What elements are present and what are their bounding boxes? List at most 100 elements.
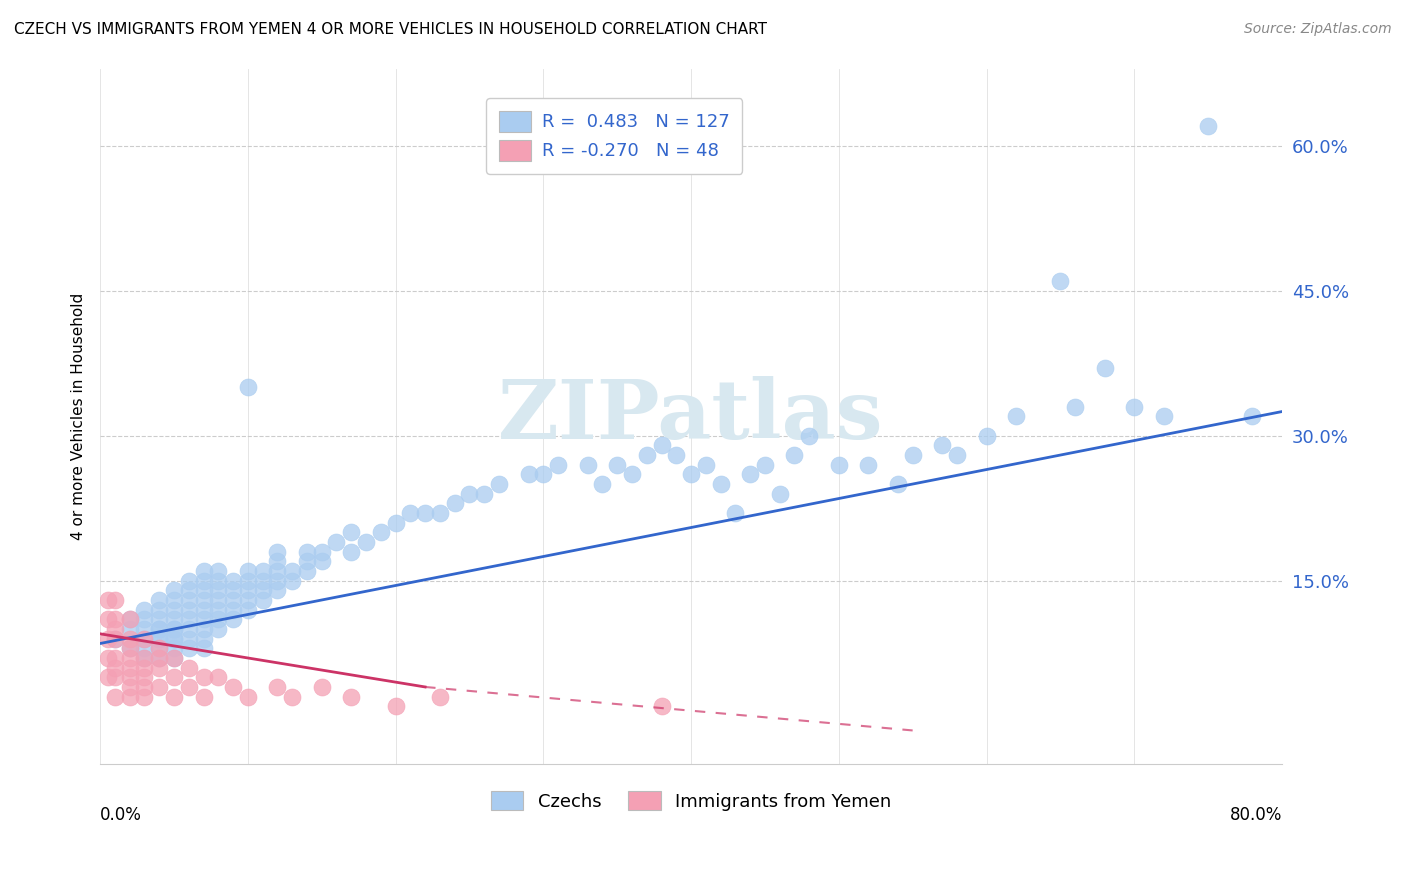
Point [222,602,245,616]
Point [177,660,200,674]
Point [207,622,229,636]
Point [207,593,229,607]
Point [384,516,406,530]
Point [222,680,245,694]
Point [177,641,200,656]
Point [148,651,170,665]
Point [177,612,200,626]
Point [177,583,200,598]
Point [96,612,118,626]
Point [606,458,628,472]
Point [222,574,245,588]
Point [207,612,229,626]
Point [148,602,170,616]
Point [148,660,170,674]
Point [252,593,274,607]
Point [118,641,141,656]
Point [104,632,127,646]
Point [724,506,747,520]
Point [104,690,127,704]
Point [207,574,229,588]
Point [104,670,127,684]
Point [207,670,229,684]
Point [472,486,495,500]
Point [946,448,969,462]
Point [148,651,170,665]
Point [104,593,127,607]
Point [207,602,229,616]
Point [620,467,643,482]
Point [222,583,245,598]
Point [177,602,200,616]
Point [148,622,170,636]
Point [96,670,118,684]
Point [134,641,156,656]
Point [1197,120,1219,134]
Point [104,632,127,646]
Point [163,632,186,646]
Point [193,632,215,646]
Point [177,632,200,646]
Point [236,583,259,598]
Point [340,544,363,558]
Point [163,651,186,665]
Point [177,574,200,588]
Point [266,583,288,598]
Point [177,593,200,607]
Point [281,690,304,704]
Point [134,680,156,694]
Point [681,467,703,482]
Point [311,544,333,558]
Point [295,544,318,558]
Point [399,506,422,520]
Y-axis label: 4 or more Vehicles in Household: 4 or more Vehicles in Household [72,293,86,540]
Legend: Czechs, Immigrants from Yemen: Czechs, Immigrants from Yemen [484,784,898,818]
Point [931,438,953,452]
Point [252,583,274,598]
Point [104,622,127,636]
Point [163,622,186,636]
Point [517,467,540,482]
Point [104,651,127,665]
Point [370,525,392,540]
Text: CZECH VS IMMIGRANTS FROM YEMEN 4 OR MORE VEHICLES IN HOUSEHOLD CORRELATION CHART: CZECH VS IMMIGRANTS FROM YEMEN 4 OR MORE… [14,22,768,37]
Point [901,448,924,462]
Point [118,660,141,674]
Point [163,602,186,616]
Point [754,458,776,472]
Point [163,651,186,665]
Point [118,680,141,694]
Point [576,458,599,472]
Point [134,651,156,665]
Point [1005,409,1028,424]
Point [1064,400,1087,414]
Point [193,583,215,598]
Point [193,622,215,636]
Point [636,448,658,462]
Point [118,670,141,684]
Point [193,564,215,578]
Point [783,448,806,462]
Point [887,477,910,491]
Point [413,506,436,520]
Point [665,448,688,462]
Point [650,438,672,452]
Point [252,564,274,578]
Point [118,612,141,626]
Point [207,564,229,578]
Point [429,690,451,704]
Point [193,670,215,684]
Point [177,622,200,636]
Point [118,622,141,636]
Point [769,486,792,500]
Point [236,574,259,588]
Point [163,632,186,646]
Point [222,593,245,607]
Point [266,554,288,568]
Point [193,574,215,588]
Point [976,428,998,442]
Point [193,690,215,704]
Point [134,690,156,704]
Point [118,632,141,646]
Point [1094,361,1116,376]
